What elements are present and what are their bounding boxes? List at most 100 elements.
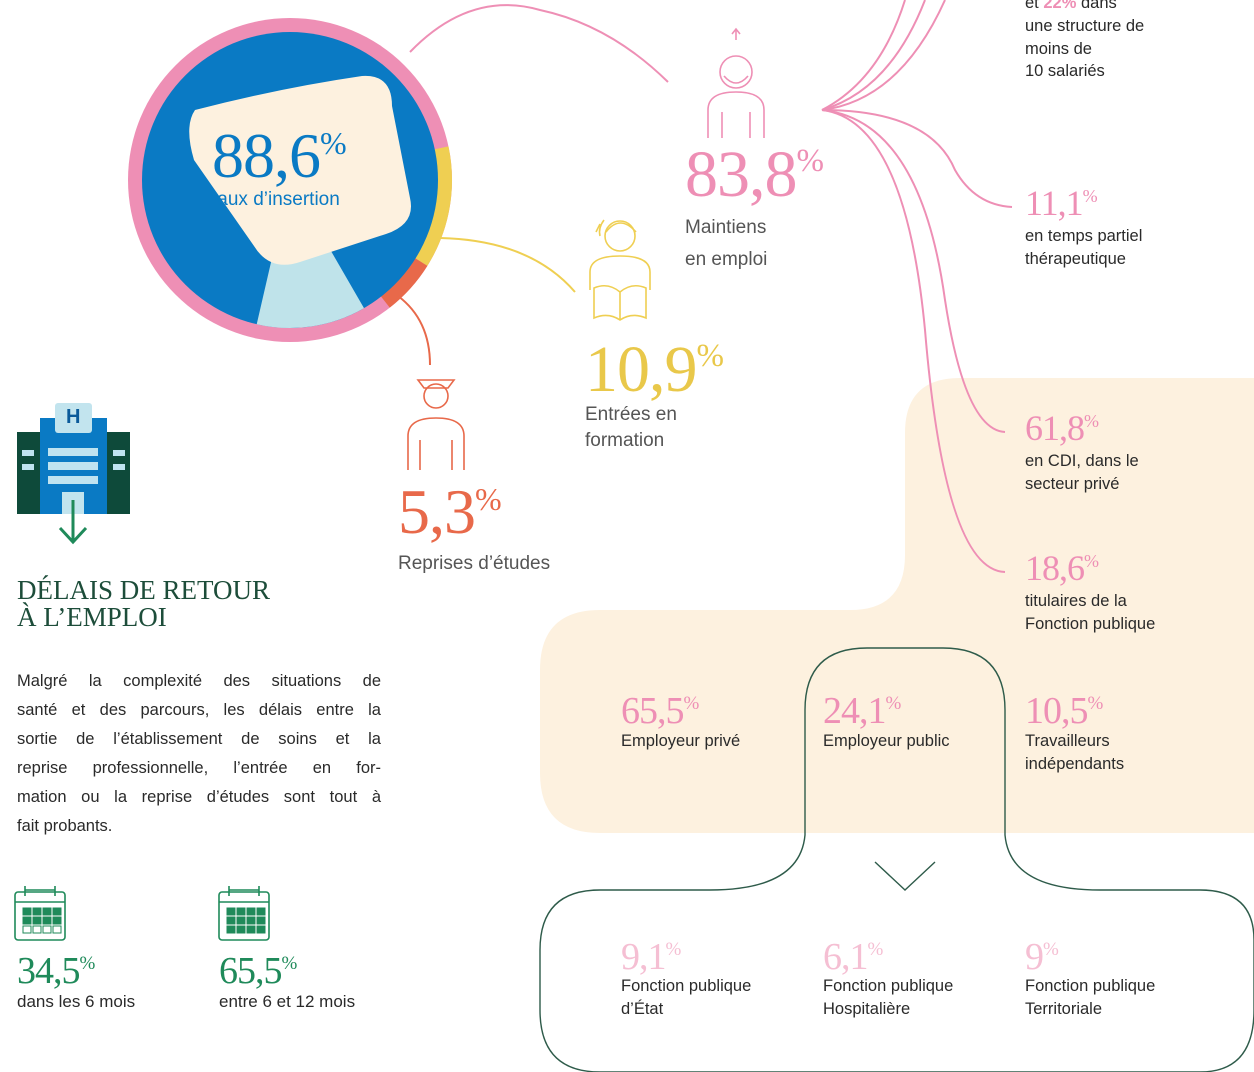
outcome-label: formation: [585, 430, 665, 451]
body-line: mation ou la reprise d’études sont tout …: [17, 788, 381, 806]
calendar-cell: [226, 925, 236, 934]
public-label: Fonction publique: [823, 977, 954, 995]
value: 83,8: [685, 138, 797, 211]
detail-label: titulaires de la: [1025, 592, 1127, 610]
detail-label: thérapeutique: [1025, 250, 1126, 268]
calendar-cell: [256, 925, 266, 934]
calendar-cell: [22, 916, 32, 925]
outcome-value: 10,9%: [585, 337, 724, 403]
unit: %: [1084, 410, 1099, 431]
employer-label: Employeur public: [823, 732, 950, 750]
public-value: 9%: [1025, 938, 1059, 976]
public-label: d’État: [621, 1000, 664, 1018]
connectors: [409, 0, 1013, 573]
calendar-cell: [256, 916, 266, 925]
calendar-cell: [236, 916, 246, 925]
detail-label: Fonction publique: [1025, 615, 1156, 633]
value: 34,5: [17, 950, 80, 992]
unit: %: [665, 938, 682, 960]
highlight: 22%: [1043, 0, 1077, 12]
insertion-label: taux d’insertion: [212, 189, 340, 210]
unit: %: [683, 692, 700, 714]
unit: %: [475, 481, 502, 518]
unit: %: [1087, 692, 1104, 714]
value: 10,5: [1025, 690, 1088, 732]
value: 9,1: [621, 936, 666, 978]
outcome-label: en emploi: [685, 249, 768, 270]
outcome-value: 83,8%: [685, 142, 824, 208]
value: 6,1: [823, 936, 868, 978]
value: 88,6: [212, 120, 321, 191]
connector: [821, 0, 926, 111]
body-line: fait probants.: [17, 817, 113, 835]
detail-label: en CDI, dans le: [1025, 452, 1139, 470]
calendar-cell: [42, 925, 52, 934]
public-value: 6,1%: [823, 938, 883, 976]
calendar-cell: [236, 907, 246, 916]
outcome-label: Reprises d’études: [398, 553, 551, 574]
outcome-value: 5,3%: [398, 480, 502, 544]
public-value: 9,1%: [621, 938, 681, 976]
value: 10,9: [585, 333, 697, 406]
calendar-cell: [246, 907, 256, 916]
connector: [821, 0, 946, 111]
section-title: DÉLAIS DE RETOUR: [17, 575, 270, 605]
center-blob: [189, 75, 411, 265]
connector: [821, 0, 906, 111]
text: dans: [1080, 0, 1117, 12]
calendar-cell: [52, 916, 62, 925]
unit: %: [320, 125, 347, 162]
connector: [409, 4, 669, 83]
structure-note: 10 salariés: [1025, 62, 1105, 80]
value: 61,8: [1025, 408, 1085, 448]
value: 65,5: [621, 690, 684, 732]
detail-value: 61,8%: [1025, 410, 1099, 446]
calendar-cell: [236, 925, 246, 934]
unit: %: [867, 938, 884, 960]
public-label: Territoriale: [1025, 1000, 1103, 1018]
connector: [397, 295, 431, 366]
detail-label: secteur privé: [1025, 475, 1120, 493]
employer-label: Employeur privé: [621, 732, 741, 750]
calendar-icons: [14, 886, 270, 941]
employer-label: Travailleurs: [1025, 732, 1110, 750]
unit: %: [885, 692, 902, 714]
connector: [821, 109, 1013, 208]
calendar-cell: [32, 907, 42, 916]
detail-value: 18,6%: [1025, 550, 1099, 586]
unit: %: [1043, 938, 1059, 960]
calendar-cell: [226, 907, 236, 916]
hospital-letter: H: [66, 406, 81, 428]
connector: [439, 237, 576, 293]
value: 18,6: [1025, 548, 1085, 588]
unit: %: [281, 952, 298, 974]
section-title: À L’EMPLOI: [17, 602, 167, 632]
delay-value: 34,5%: [17, 952, 95, 990]
calendar-cell: [226, 916, 236, 925]
employer-label: indépendants: [1025, 755, 1125, 773]
delay-label: dans les 6 mois: [17, 992, 136, 1011]
value: 5,3: [398, 476, 476, 547]
unit: %: [796, 143, 825, 180]
unit: %: [696, 338, 725, 375]
body-line: santé et des parcours, les délais entre …: [17, 701, 381, 719]
connector: [821, 109, 1006, 433]
body-line: sortie de l’établissement de soins et la: [17, 730, 381, 748]
detail-label: en temps partiel: [1025, 227, 1143, 245]
calendar-cell: [32, 916, 42, 925]
structure-note-head: et 22% dans: [1025, 0, 1117, 13]
public-label: Hospitalière: [823, 1000, 911, 1018]
structure-note: une structure de: [1025, 17, 1145, 35]
calendar-cell: [246, 925, 256, 934]
insertion-rate: 88,6%: [212, 124, 347, 188]
calendar-cell: [52, 907, 62, 916]
value: 65,5: [219, 950, 282, 992]
graduate-icon: [407, 379, 465, 470]
employer-value: 24,1%: [823, 692, 901, 730]
outcome-label: Entrées en: [585, 404, 677, 425]
student-icon: [589, 219, 651, 321]
calendar-cell: [42, 916, 52, 925]
calendar-cell: [42, 907, 52, 916]
